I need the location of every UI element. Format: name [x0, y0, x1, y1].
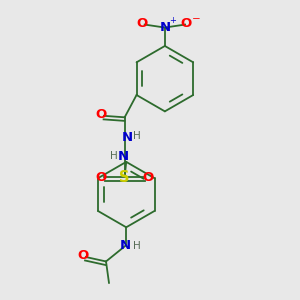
- Text: N: N: [119, 239, 130, 252]
- Text: N: N: [159, 21, 170, 34]
- Text: H: H: [133, 131, 141, 141]
- Text: O: O: [136, 17, 148, 31]
- Text: +: +: [169, 16, 176, 25]
- Text: O: O: [95, 170, 106, 184]
- Text: H: H: [110, 151, 118, 161]
- Text: O: O: [143, 170, 154, 184]
- Text: H: H: [133, 241, 141, 251]
- Text: O: O: [95, 108, 106, 121]
- Text: O: O: [180, 17, 191, 31]
- Text: N: N: [118, 150, 129, 163]
- Text: S: S: [119, 169, 130, 184]
- Text: O: O: [78, 249, 89, 262]
- Text: N: N: [122, 131, 133, 144]
- Text: −: −: [192, 14, 201, 24]
